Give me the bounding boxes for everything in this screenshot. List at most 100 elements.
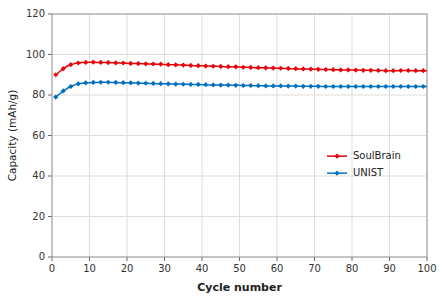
- x-tick-label: 90: [383, 263, 396, 274]
- legend-label: SoulBrain: [353, 150, 401, 161]
- y-tick: [48, 135, 52, 136]
- series-marker: [91, 80, 96, 85]
- series-marker: [293, 66, 298, 71]
- series-marker: [338, 84, 343, 89]
- y-tick-label: 100: [26, 49, 45, 60]
- series-marker: [76, 81, 81, 86]
- x-tick-label: 70: [308, 263, 321, 274]
- series-marker: [286, 83, 291, 88]
- x-tick-label: 40: [196, 263, 209, 274]
- y-tick: [48, 54, 52, 55]
- x-grid-line: [127, 14, 128, 257]
- series-marker: [278, 66, 283, 71]
- series-marker: [98, 80, 103, 85]
- x-tick: [202, 257, 203, 261]
- series-marker: [83, 80, 88, 85]
- x-grid-line: [277, 14, 278, 257]
- series-marker: [346, 84, 351, 89]
- data: [53, 60, 427, 100]
- series-marker: [181, 62, 186, 67]
- series-marker: [421, 68, 426, 73]
- series-marker: [383, 84, 388, 89]
- series-marker: [218, 64, 223, 69]
- series-marker: [271, 65, 276, 70]
- x-tick-label: 80: [346, 263, 359, 274]
- series-marker: [323, 67, 328, 72]
- series-marker: [316, 84, 321, 89]
- x-grid-line: [202, 14, 203, 257]
- series-marker: [421, 84, 426, 89]
- series-marker: [353, 84, 358, 89]
- series-marker: [143, 81, 148, 86]
- series-marker: [256, 83, 261, 88]
- x-grid-line: [389, 14, 390, 257]
- series-marker: [143, 61, 148, 66]
- series-marker: [293, 83, 298, 88]
- series-marker: [113, 80, 118, 85]
- y-tick-label: 80: [32, 89, 45, 100]
- series-marker: [286, 66, 291, 71]
- series-marker: [188, 82, 193, 87]
- series-marker: [338, 67, 343, 72]
- x-tick: [164, 257, 165, 261]
- series-marker: [106, 80, 111, 85]
- x-tick: [427, 257, 428, 261]
- legend: SoulBrain UNIST: [327, 150, 401, 178]
- y-tick: [48, 14, 52, 15]
- series-marker: [196, 63, 201, 68]
- series-marker: [278, 83, 283, 88]
- series-marker: [233, 64, 238, 69]
- legend-marker: [334, 154, 339, 159]
- x-tick: [277, 257, 278, 261]
- series-marker: [61, 66, 66, 71]
- y-tick-label: 40: [32, 170, 45, 181]
- axes: 0204060801001200102030405060708090100: [26, 8, 437, 274]
- series-marker: [166, 81, 171, 86]
- series-marker: [53, 72, 58, 77]
- series-marker: [211, 82, 216, 87]
- series-marker: [113, 60, 118, 65]
- y-tick: [48, 95, 52, 96]
- series-marker: [121, 80, 126, 85]
- series-marker: [136, 80, 141, 85]
- series-marker: [68, 84, 73, 89]
- series-marker: [308, 66, 313, 71]
- x-tick: [89, 257, 90, 261]
- series-marker: [241, 83, 246, 88]
- x-grid-line: [314, 14, 315, 257]
- y-tick: [48, 257, 52, 258]
- series-marker: [91, 60, 96, 65]
- series-marker: [121, 60, 126, 65]
- series-marker: [361, 84, 366, 89]
- series-marker: [173, 62, 178, 67]
- series-marker: [106, 60, 111, 65]
- x-tick: [314, 257, 315, 261]
- x-tick-label: 0: [49, 263, 55, 274]
- series-marker: [398, 68, 403, 73]
- x-axis-label: Cycle number: [197, 281, 282, 294]
- series-marker: [211, 64, 216, 69]
- series-marker: [61, 88, 66, 93]
- series-marker: [98, 60, 103, 65]
- x-grid-line: [239, 14, 240, 257]
- series-marker: [181, 82, 186, 87]
- plot-background: [52, 14, 427, 257]
- x-tick-label: 60: [271, 263, 284, 274]
- series-marker: [263, 83, 268, 88]
- series-marker: [308, 84, 313, 89]
- series-marker: [361, 68, 366, 73]
- plot-frame: [52, 14, 427, 257]
- series-marker: [203, 63, 208, 68]
- series-marker: [203, 82, 208, 87]
- series-marker: [196, 82, 201, 87]
- legend-label: UNIST: [353, 167, 384, 178]
- series-marker: [398, 84, 403, 89]
- series-marker: [188, 63, 193, 68]
- series-marker: [241, 65, 246, 70]
- series-marker: [323, 84, 328, 89]
- series-marker: [346, 67, 351, 72]
- series-marker: [413, 68, 418, 73]
- series-marker: [136, 61, 141, 66]
- x-tick-label: 100: [417, 263, 436, 274]
- x-tick-label: 20: [121, 263, 134, 274]
